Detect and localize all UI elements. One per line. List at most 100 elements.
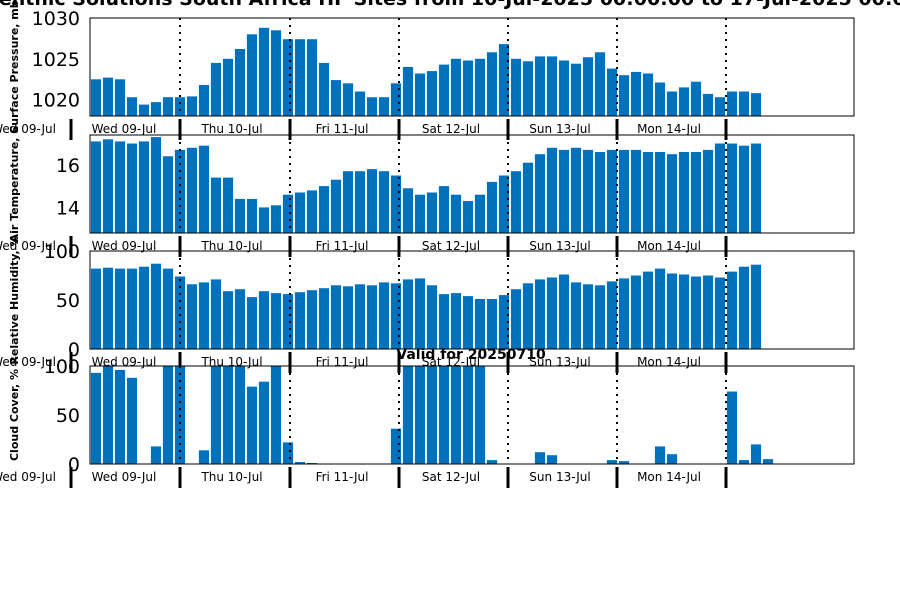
xtick-p3-2: Fri 11-Jul <box>316 355 369 369</box>
bar-p2-28 <box>426 192 438 233</box>
bar-p4-26 <box>402 366 414 464</box>
bar-p2-2 <box>114 141 126 233</box>
ytick-p3-2: 100 <box>44 241 80 263</box>
bar-p2-40 <box>570 147 582 233</box>
panel-frame-1 <box>89 17 855 117</box>
bar-p2-6 <box>162 156 174 233</box>
bar-p4-56 <box>762 459 774 464</box>
bar-p4-28 <box>426 366 438 464</box>
bar-p3-53 <box>726 271 738 349</box>
bar-p2-51 <box>702 149 714 233</box>
bar-p2-37 <box>534 154 546 233</box>
bar-p2-48 <box>666 154 678 233</box>
xtick-p3-4: Sun 13-Jul <box>529 355 590 369</box>
bar-p2-39 <box>558 149 570 233</box>
bar-p3-33 <box>486 299 498 349</box>
bar-p1-38 <box>546 56 558 116</box>
bar-p3-8 <box>186 284 198 349</box>
xtick-p2-4: Sun 13-Jul <box>529 239 590 253</box>
bar-p1-53 <box>726 91 738 116</box>
bar-p1-47 <box>654 82 666 116</box>
bar-p2-30 <box>450 194 462 233</box>
bar-p2-24 <box>378 171 390 233</box>
bar-p3-31 <box>462 296 474 349</box>
bar-p2-54 <box>738 145 750 233</box>
bar-p1-33 <box>486 52 498 116</box>
panel-frame-3 <box>89 250 855 350</box>
bar-p1-48 <box>666 91 678 116</box>
bar-p4-47 <box>654 446 666 464</box>
bar-p2-21 <box>342 171 354 233</box>
bar-p4-43 <box>606 460 618 464</box>
bar-p1-32 <box>474 58 486 116</box>
bar-p2-27 <box>414 194 426 233</box>
bar-p2-32 <box>474 194 486 233</box>
bar-p1-55 <box>750 93 762 116</box>
bar-p1-29 <box>438 64 450 116</box>
bar-p1-39 <box>558 60 570 116</box>
bar-p2-5 <box>150 137 162 233</box>
xtick-p4-5: Mon 14-Jul <box>637 470 701 484</box>
bar-p1-24 <box>378 97 390 116</box>
bar-p4-27 <box>414 366 426 464</box>
bar-p4-1 <box>102 366 114 464</box>
bar-p4-6 <box>162 366 174 464</box>
bar-p3-9 <box>198 282 210 349</box>
bar-p3-45 <box>630 275 642 349</box>
bar-p3-39 <box>558 274 570 349</box>
bar-p3-6 <box>162 268 174 349</box>
xtick-p1-2: Fri 11-Jul <box>316 122 369 136</box>
bar-p2-19 <box>318 186 330 233</box>
bar-p1-19 <box>318 62 330 116</box>
bar-p1-45 <box>630 71 642 116</box>
bar-p1-14 <box>258 27 270 116</box>
bar-p2-11 <box>222 177 234 233</box>
xtick-lead-p4: Wed 09-Jul <box>0 470 56 484</box>
ylabel-p1: Surface Pressure, mb <box>8 0 21 133</box>
ylabel-p2: Air Temperature, C <box>8 126 21 243</box>
ytick-p1-2: 1030 <box>32 8 80 30</box>
bar-p4-10 <box>210 366 222 464</box>
bar-p2-41 <box>582 149 594 233</box>
bar-p3-5 <box>150 263 162 349</box>
bar-p4-48 <box>666 454 678 464</box>
bar-p2-55 <box>750 143 762 233</box>
bar-p3-44 <box>618 278 630 349</box>
ytick-p2-1: 16 <box>56 155 80 177</box>
bar-p2-15 <box>270 205 282 233</box>
bar-p1-11 <box>222 58 234 116</box>
bar-p1-49 <box>678 87 690 116</box>
bar-p2-42 <box>594 152 606 233</box>
ylabel-p4: Cloud Cover, % <box>8 369 21 461</box>
bar-p1-27 <box>414 73 426 116</box>
ylabel-p3: Relative Humidity, % <box>8 235 21 364</box>
bar-p2-43 <box>606 149 618 233</box>
bar-p1-21 <box>342 83 354 116</box>
bar-p1-0 <box>90 79 102 117</box>
bar-p2-16 <box>282 194 294 233</box>
bar-p3-13 <box>246 297 258 349</box>
bar-p3-21 <box>342 286 354 349</box>
bar-p1-18 <box>306 39 318 117</box>
bar-p2-46 <box>642 152 654 233</box>
bar-p1-12 <box>234 49 246 116</box>
ytick-p4-1: 50 <box>56 405 80 427</box>
bar-p3-18 <box>306 290 318 349</box>
bar-p3-7 <box>174 276 186 349</box>
bar-p4-37 <box>534 452 546 464</box>
bar-p1-46 <box>642 73 654 116</box>
xtick-p2-5: Mon 14-Jul <box>637 239 701 253</box>
bar-p1-52 <box>714 97 726 116</box>
bar-p4-5 <box>150 446 162 464</box>
bar-p3-23 <box>366 285 378 349</box>
bar-p2-9 <box>198 145 210 233</box>
xtick-p3-0: Wed 09-Jul <box>92 355 157 369</box>
panel-frame-2 <box>89 134 855 234</box>
bar-p2-26 <box>402 188 414 233</box>
xtick-p2-3: Sat 12-Jul <box>422 239 480 253</box>
bar-p1-50 <box>690 81 702 116</box>
bar-p3-0 <box>90 268 102 349</box>
bar-p2-33 <box>486 181 498 233</box>
